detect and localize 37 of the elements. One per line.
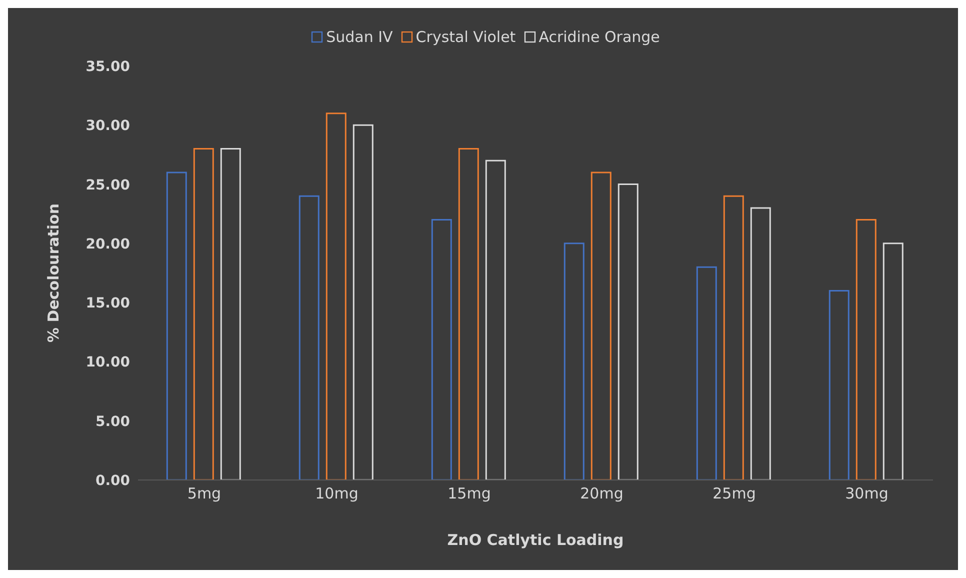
bar: [856, 219, 876, 480]
x-tick-label: 5mg: [187, 484, 222, 503]
bar: [723, 195, 744, 480]
bar: [618, 184, 638, 480]
bar: [458, 148, 479, 480]
x-tick-label: 30mg: [845, 484, 888, 503]
y-tick-label: 5.00: [95, 414, 130, 430]
bar: [750, 207, 771, 480]
legend-label: Sudan IV: [325, 28, 393, 46]
bar: [431, 219, 452, 480]
bar: [696, 266, 717, 480]
bar: [882, 242, 904, 480]
legend-label: Crystal Violet: [414, 28, 516, 46]
x-axis-title: ZnO Catlytic Loading: [447, 531, 624, 549]
y-tick-label: 30.00: [86, 118, 130, 134]
y-tick-label: 10.00: [86, 354, 130, 371]
y-tick-label: 25.00: [86, 177, 130, 194]
bar: [326, 112, 346, 480]
x-tick-label: 10mg: [315, 484, 358, 503]
y-tick-label: 20.00: [86, 236, 130, 252]
bar: [166, 172, 187, 480]
x-tick-label: 15mg: [448, 484, 491, 503]
bar: [564, 242, 584, 480]
bar: [485, 160, 506, 480]
y-axis-title: % Decolouration: [44, 203, 62, 343]
bar: [828, 290, 850, 480]
y-tick-label: 0.00: [95, 472, 130, 489]
bar: [352, 124, 374, 480]
bar: [193, 148, 214, 480]
x-tick-label: 25mg: [712, 484, 756, 503]
bar: [298, 195, 320, 480]
x-tick-label: 20mg: [580, 484, 624, 503]
y-tick-label: 15.00: [86, 296, 130, 312]
bar: [220, 148, 241, 480]
legend-label: Acridine Orange: [538, 28, 660, 46]
y-tick-label: 35.00: [86, 58, 130, 75]
bar: [590, 172, 612, 480]
